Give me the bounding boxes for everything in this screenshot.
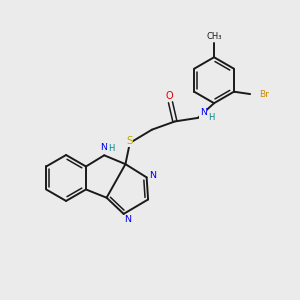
Text: N: N: [124, 215, 131, 224]
Text: Br: Br: [260, 90, 269, 99]
Text: N: N: [150, 171, 157, 180]
Text: CH₃: CH₃: [206, 32, 222, 41]
Text: H: H: [108, 144, 114, 153]
Text: N: N: [100, 142, 107, 152]
Text: S: S: [126, 136, 133, 146]
Text: N: N: [200, 108, 207, 117]
Text: H: H: [208, 113, 214, 122]
Text: O: O: [165, 91, 173, 100]
